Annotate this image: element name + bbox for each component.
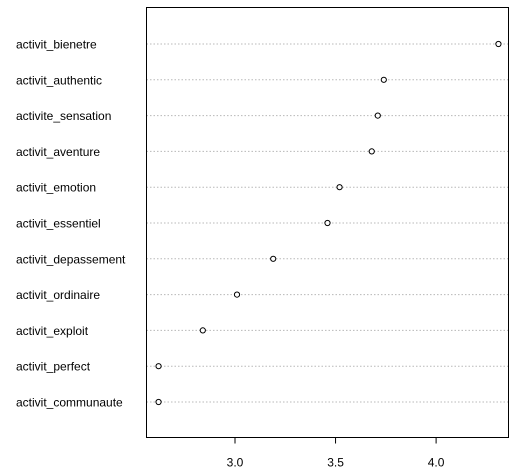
row-label: activit_exploit: [16, 324, 89, 338]
x-tick-label: 4.0: [428, 456, 445, 470]
data-point: [374, 112, 381, 119]
row-label: activit_depassement: [16, 252, 126, 266]
row-label: activit_communaute: [16, 396, 123, 410]
data-point: [495, 40, 502, 48]
data-point: [199, 327, 206, 334]
data-point: [336, 184, 343, 191]
data-point: [155, 398, 162, 406]
row-label: activit_essentiel: [16, 217, 101, 231]
row-labels: activit_bienetre activit_authenticactivit…: [16, 38, 126, 410]
data-point: [155, 363, 162, 370]
row-label: activite_sensation: [16, 109, 111, 123]
data-point: [380, 76, 387, 83]
x-tick-label: 3.0: [227, 456, 244, 470]
row-label: activit_perfect: [16, 360, 91, 374]
data-points: [155, 40, 502, 406]
gridlines: [146, 43, 509, 403]
row-label: activit_ordinaire: [16, 288, 100, 302]
x-axis: 3.0 3.5 4.0: [227, 437, 445, 470]
data-point: [270, 255, 277, 262]
row-label: activit_bienetre: [16, 38, 97, 52]
row-label: activit_aventure: [16, 145, 100, 159]
data-point: [324, 219, 331, 227]
data-point: [368, 148, 375, 155]
x-tick-label: 3.5: [327, 456, 344, 470]
row-label: activit_emotion: [16, 181, 96, 195]
data-point: [233, 291, 241, 298]
row-label: activit_authentic: [16, 73, 102, 87]
